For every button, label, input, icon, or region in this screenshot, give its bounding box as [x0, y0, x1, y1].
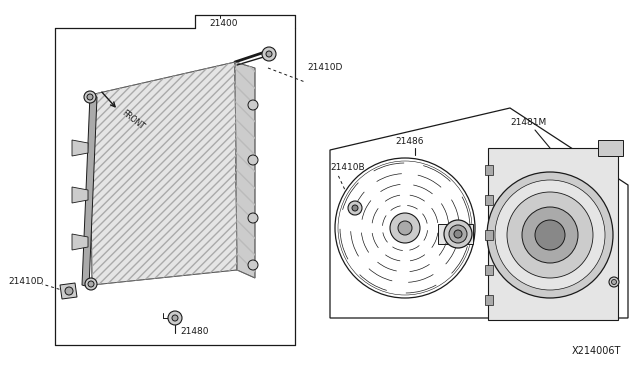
Text: X214006T: X214006T [572, 346, 621, 356]
Text: 21410B: 21410B [330, 163, 365, 172]
Polygon shape [72, 140, 88, 156]
Polygon shape [82, 95, 97, 287]
Text: 21410D: 21410D [8, 276, 44, 285]
Circle shape [248, 260, 258, 270]
Circle shape [248, 100, 258, 110]
Circle shape [348, 201, 362, 215]
Circle shape [390, 213, 420, 243]
Text: 21486: 21486 [395, 137, 424, 146]
Polygon shape [72, 234, 88, 250]
Circle shape [444, 220, 472, 248]
Circle shape [85, 278, 97, 290]
Text: 21481M: 21481M [510, 118, 547, 127]
Circle shape [398, 221, 412, 235]
Polygon shape [488, 148, 618, 320]
Polygon shape [60, 283, 77, 299]
Circle shape [87, 94, 93, 100]
Circle shape [248, 155, 258, 165]
Polygon shape [485, 195, 493, 205]
Polygon shape [90, 62, 237, 285]
Circle shape [609, 277, 619, 287]
Circle shape [454, 230, 462, 238]
Circle shape [266, 51, 272, 57]
Circle shape [611, 279, 616, 285]
Polygon shape [598, 140, 623, 156]
Circle shape [535, 220, 565, 250]
Circle shape [352, 205, 358, 211]
Text: 21407: 21407 [420, 258, 449, 267]
Circle shape [248, 213, 258, 223]
Circle shape [507, 192, 593, 278]
Circle shape [262, 47, 276, 61]
Polygon shape [485, 265, 493, 275]
Circle shape [168, 311, 182, 325]
Text: 21480: 21480 [180, 327, 209, 337]
Polygon shape [72, 187, 88, 203]
Circle shape [335, 158, 475, 298]
Text: 21410A: 21410A [556, 221, 591, 231]
Polygon shape [235, 62, 255, 278]
Circle shape [88, 281, 94, 287]
Text: FRONT: FRONT [120, 108, 146, 131]
Circle shape [449, 225, 467, 243]
Circle shape [487, 172, 613, 298]
Polygon shape [485, 295, 493, 305]
Circle shape [65, 287, 73, 295]
Text: 21400: 21400 [209, 19, 237, 28]
Circle shape [172, 315, 178, 321]
Circle shape [495, 180, 605, 290]
Polygon shape [438, 224, 473, 244]
Circle shape [522, 207, 578, 263]
Text: 21410D: 21410D [307, 64, 342, 73]
Polygon shape [485, 165, 493, 175]
Polygon shape [485, 230, 493, 240]
Circle shape [84, 91, 96, 103]
